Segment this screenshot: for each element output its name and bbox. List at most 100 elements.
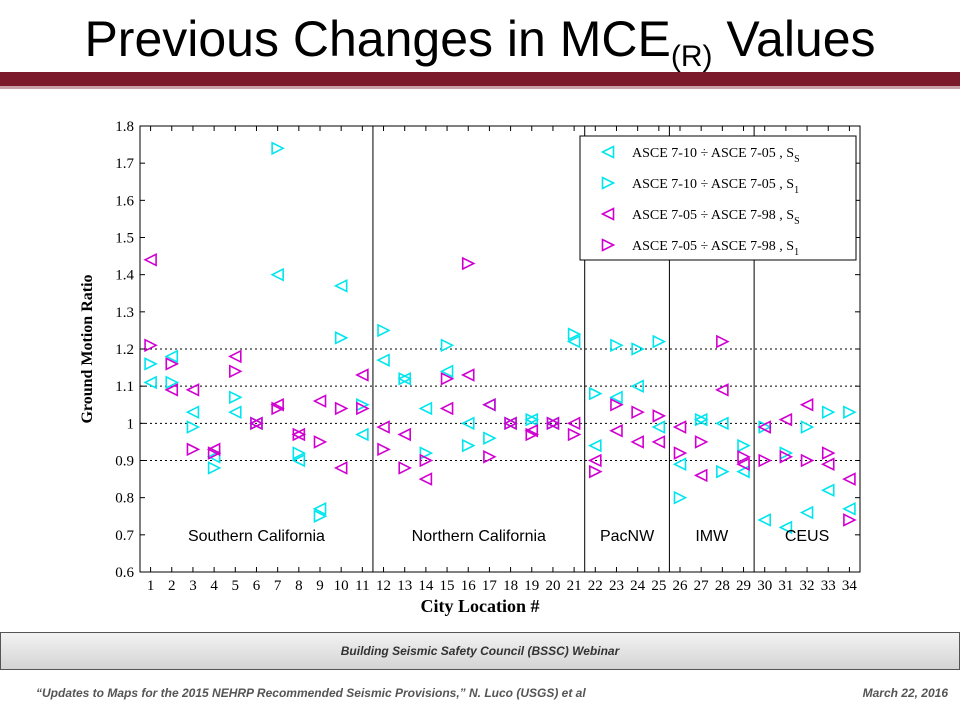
- data-point-series-3: [609, 423, 623, 438]
- data-point-series-2: [165, 375, 180, 390]
- data-point-series-4: [313, 435, 328, 449]
- data-point-series-4: [525, 427, 540, 442]
- data-point-series-3: [672, 420, 687, 434]
- data-point-series-4: [588, 464, 603, 479]
- x-tick-label: 16: [461, 578, 477, 594]
- banner-text: Building Seismic Safety Council (BSSC) W…: [340, 644, 620, 658]
- data-point-series-1: [715, 416, 729, 431]
- data-point-series-2: [334, 331, 349, 345]
- data-point-series-3: [333, 461, 348, 475]
- data-point-series-3: [376, 420, 390, 434]
- data-point-series-1: [630, 379, 644, 393]
- x-tick-label: 32: [800, 578, 815, 594]
- data-point-series-3: [820, 457, 835, 472]
- data-point-series-3: [799, 397, 814, 412]
- legend-entry: ASCE 7-05 ÷ ASCE 7-98 , SS: [632, 208, 800, 227]
- x-tick-label: 17: [482, 578, 498, 594]
- data-point-series-2: [144, 357, 158, 371]
- region-label: Northern California: [412, 528, 546, 545]
- x-tick-label: 3: [189, 578, 197, 594]
- data-point-series-2: [207, 461, 222, 475]
- data-point-series-1: [842, 502, 856, 516]
- data-point-series-2: [525, 412, 540, 427]
- data-point-series-2: [271, 141, 285, 156]
- footer-citation: “Updates to Maps for the 2015 NEHRP Reco…: [36, 686, 586, 700]
- data-point-series-2: [186, 420, 201, 434]
- data-point-series-3: [736, 457, 750, 472]
- data-point-series-4: [610, 397, 624, 412]
- data-point-series-3: [842, 472, 856, 486]
- data-point-series-4: [144, 338, 158, 353]
- y-axis-label: Ground Motion Ratio: [79, 274, 96, 423]
- data-point-series-4: [228, 364, 243, 379]
- data-point-series-3: [715, 383, 729, 397]
- data-point-series-2: [440, 338, 455, 353]
- data-points: [143, 141, 857, 535]
- x-tick-label: 10: [334, 578, 349, 594]
- y-tick-label: 0.7: [115, 528, 134, 544]
- data-point-series-4: [207, 446, 222, 460]
- data-point-series-2: [716, 464, 730, 479]
- footer-date: March 22, 2016: [862, 686, 948, 700]
- data-point-series-1: [355, 427, 369, 442]
- data-point-series-1: [291, 453, 306, 468]
- data-point-series-4: [165, 357, 180, 371]
- legend: ASCE 7-10 ÷ ASCE 7-05 , SS ASCE 7-10 ÷ AS…: [579, 135, 857, 261]
- data-point-series-3: [524, 423, 539, 438]
- x-tick-label: 28: [715, 578, 730, 594]
- x-tick-label: 18: [503, 578, 518, 594]
- data-point-series-2: [398, 371, 412, 386]
- axis-ticks: 0.60.70.80.911.11.21.31.41.51.61.71.81 2 3…: [115, 119, 860, 594]
- data-point-series-2: [631, 342, 645, 356]
- y-tick-label: 1.6: [115, 193, 134, 209]
- title-rule-shadow: [0, 86, 960, 89]
- y-tick-label: 0.8: [115, 491, 134, 507]
- ground-motion-chart: 0.60.70.80.911.11.21.31.41.51.61.71.81 2 3…: [79, 119, 861, 616]
- y-tick-label: 0.6: [115, 565, 134, 581]
- data-point-series-1: [312, 502, 327, 516]
- data-point-series-1: [185, 405, 200, 419]
- region-label: IMW: [695, 528, 729, 545]
- data-point-series-4: [461, 256, 476, 271]
- page-title: Previous Changes in MCE(R) Values: [84, 11, 876, 73]
- x-tick-label: 9: [316, 578, 324, 594]
- data-point-series-3: [418, 472, 433, 486]
- legend-marker: [600, 145, 615, 159]
- data-point-series-3: [270, 397, 284, 412]
- y-tick-label: 1.4: [115, 268, 134, 284]
- x-tick-label: 5: [232, 578, 240, 594]
- y-tick-label: 1.2: [115, 342, 134, 358]
- x-tick-label: 11: [355, 578, 369, 594]
- data-point-series-1: [757, 513, 772, 527]
- region-label: Southern California: [188, 528, 325, 545]
- x-tick-label: 27: [694, 578, 710, 594]
- data-point-series-2: [377, 323, 391, 338]
- y-tick-label: 1: [127, 416, 135, 432]
- data-point-series-2: [694, 412, 709, 427]
- data-point-series-1: [799, 505, 814, 520]
- data-point-series-2: [567, 327, 582, 341]
- legend-marker: [600, 207, 615, 221]
- x-tick-label: 2: [168, 578, 176, 594]
- y-tick-label: 0.9: [115, 454, 134, 470]
- x-tick-label: 15: [440, 578, 455, 594]
- data-point-series-2: [673, 490, 688, 505]
- data-point-series-4: [652, 409, 667, 423]
- data-point-series-4: [716, 334, 730, 349]
- data-point-series-1: [609, 390, 623, 405]
- data-point-series-1: [778, 520, 793, 535]
- x-tick-label: 1: [147, 578, 155, 594]
- x-tick-label: 7: [274, 578, 282, 594]
- legend-entry: ASCE 7-05 ÷ ASCE 7-98 , S1: [632, 239, 799, 258]
- data-point-series-2: [228, 390, 243, 405]
- data-point-series-2: [461, 438, 476, 453]
- data-point-series-4: [800, 453, 815, 468]
- data-point-series-3: [439, 401, 454, 416]
- y-tick-label: 1.1: [115, 379, 134, 395]
- data-point-series-4: [377, 442, 391, 457]
- region-labels: Southern California Northern California Pa…: [188, 528, 829, 545]
- y-tick-label: 1.8: [115, 119, 134, 135]
- x-tick-label: 31: [778, 578, 793, 594]
- x-tick-label: 33: [821, 578, 836, 594]
- x-tick-label: 22: [588, 578, 603, 594]
